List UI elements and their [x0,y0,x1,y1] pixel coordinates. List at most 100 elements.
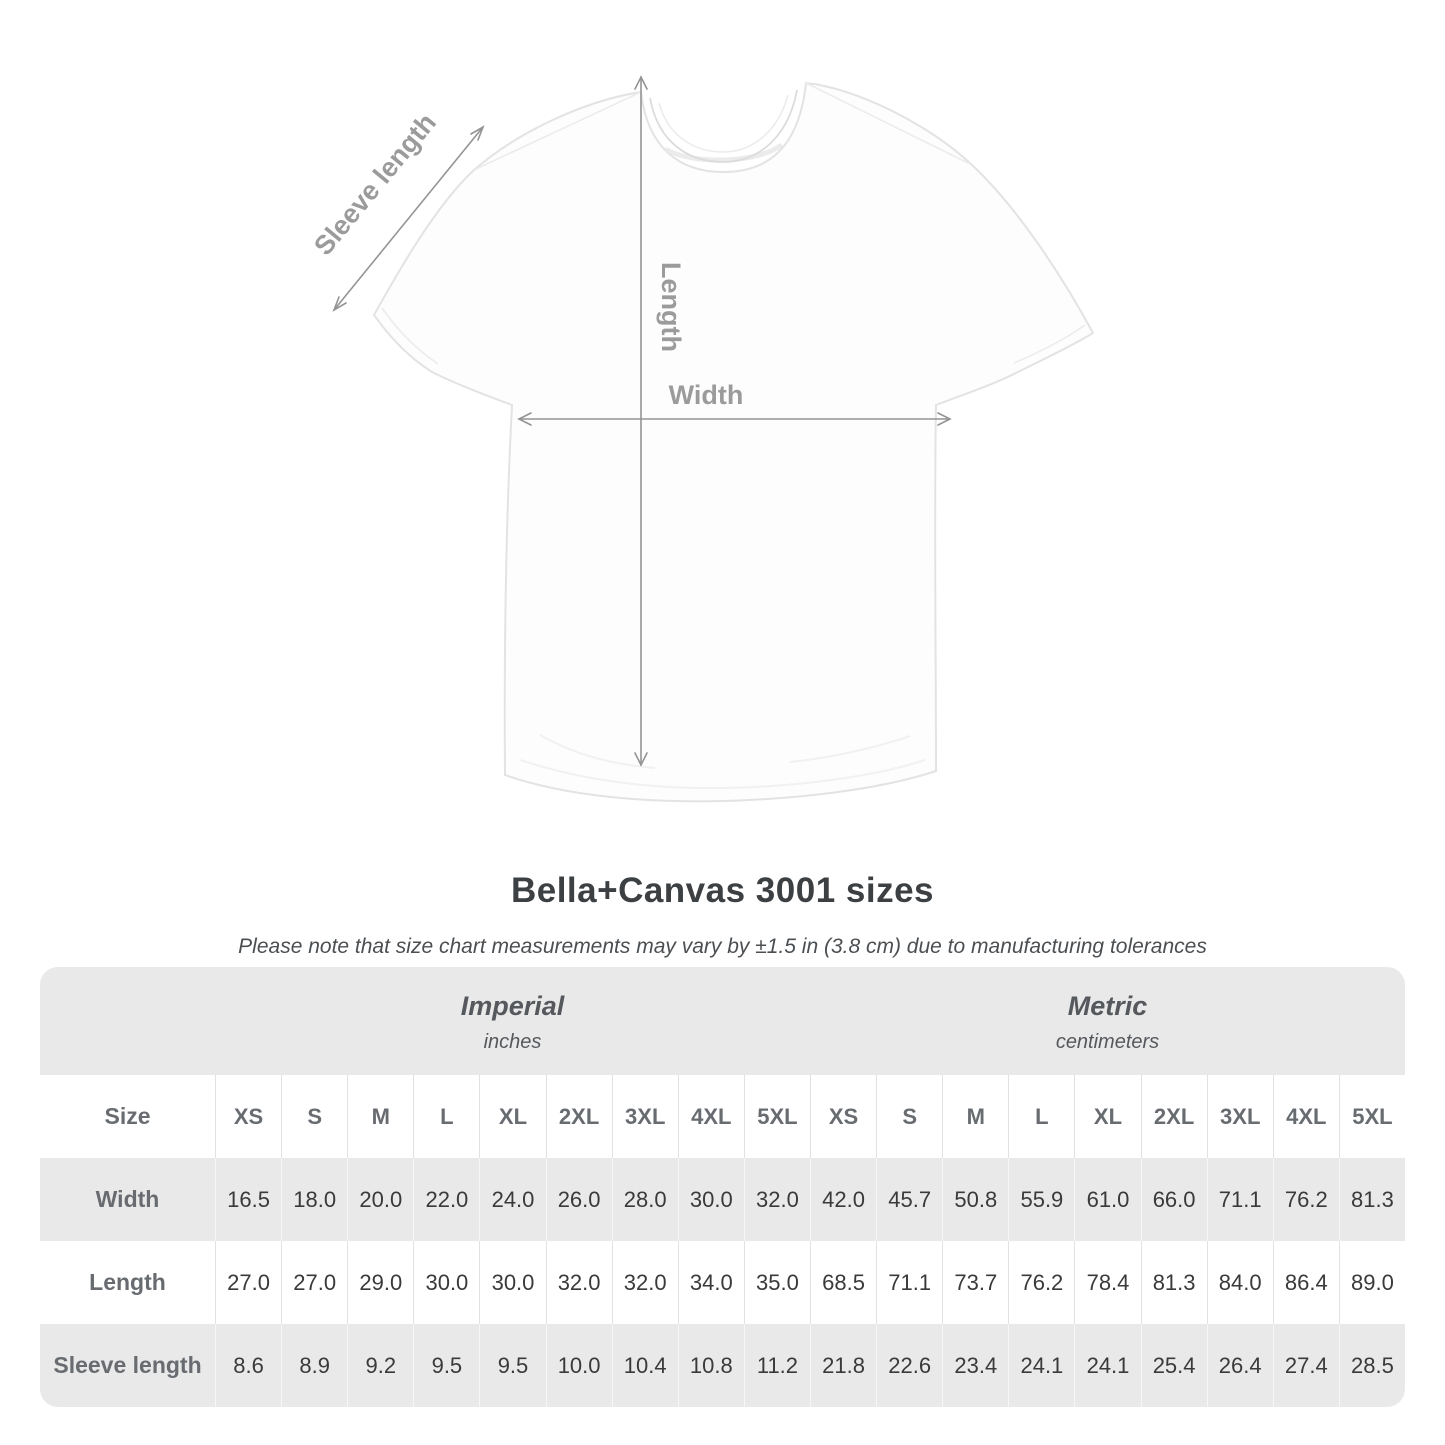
metric-title: Metric [1067,990,1148,1021]
sleeve-value-cell: 8.6 [215,1324,281,1407]
metric-section-header: Metric centimeters [810,967,1405,1075]
width-value-cell: 20.0 [347,1158,413,1241]
sleeve-value-cell: 10.0 [545,1324,612,1407]
width-value-cell: 61.0 [1074,1158,1140,1241]
width-value-cell: 24.0 [479,1158,545,1241]
width-value-cell: 76.2 [1272,1158,1339,1241]
left-shoulder-seam [475,91,642,170]
size-col-header: L [1008,1075,1074,1158]
tolerance-note: Please note that size chart measurements… [238,935,1207,958]
imperial-title: Imperial [460,990,565,1021]
length-value-cell: 68.5 [810,1241,876,1324]
units-header-band: Imperial inches Metric centimeters [40,967,1405,1075]
size-col-header: L [413,1075,479,1158]
sleeve-value-cell: 10.8 [677,1324,744,1407]
hem-fold-right [789,735,911,763]
length-value-cell: 32.0 [545,1241,612,1324]
width-value-cell: 71.1 [1206,1158,1273,1241]
length-value-cell: 78.4 [1074,1241,1140,1324]
sleeve-value-cell: 26.4 [1206,1324,1273,1407]
length-row: Length 27.0 27.0 29.0 30.0 30.0 32.0 32.0 34.0 3… [40,1241,1405,1324]
sleeve-value-cell: 9.5 [413,1324,479,1407]
width-value-cell: 42.0 [810,1158,876,1241]
size-col-header: 2XL [545,1075,612,1158]
size-col-header: M [942,1075,1008,1158]
sleeve-value-cell: 24.1 [1008,1324,1074,1407]
width-row: Width 16.5 18.0 20.0 22.0 24.0 26.0 28.0 30.0 32… [40,1158,1405,1241]
length-value-cell: 29.0 [347,1241,413,1324]
sleeve-value-cell: 21.8 [810,1324,876,1407]
width-value-cell: 45.7 [876,1158,942,1241]
length-value-cell: 86.4 [1272,1241,1339,1324]
size-col-header: 5XL [1338,1075,1405,1158]
sleeve-value-cell: 27.4 [1272,1324,1339,1407]
sleeve-value-cell: 11.2 [743,1324,810,1407]
length-value-cell: 84.0 [1206,1241,1273,1324]
length-value-cell: 32.0 [611,1241,678,1324]
length-value-cell: 81.3 [1140,1241,1207,1324]
width-row-label: Width [95,1186,160,1212]
hem-fold-left [539,734,656,769]
length-value-cell: 89.0 [1338,1241,1405,1324]
tshirt-body [372,81,1095,803]
left-cuff-seam [381,307,439,365]
sleeve-row-label: Sleeve length [53,1352,202,1378]
length-value-cell: 27.0 [215,1241,281,1324]
width-value-cell: 26.0 [545,1158,612,1241]
size-col-header: 2XL [1140,1075,1207,1158]
size-col-header: XS [215,1075,281,1158]
width-value-cell: 18.0 [281,1158,347,1241]
right-shoulder-seam [805,82,971,165]
size-col-header: 5XL [743,1075,810,1158]
metric-unit: centimeters [1055,1030,1160,1053]
tshirt-measurement-diagram: Sleeve length Length Width [308,75,1095,803]
length-value-cell: 35.0 [743,1241,810,1324]
size-col-header: S [281,1075,347,1158]
length-value-cell: 76.2 [1008,1241,1074,1324]
width-value-cell: 81.3 [1338,1158,1405,1241]
width-value-cell: 16.5 [215,1158,281,1241]
length-row-label: Length [89,1269,166,1295]
size-col-header: XL [1074,1075,1140,1158]
size-col-header: 3XL [1206,1075,1273,1158]
size-col-header: 4XL [1272,1075,1339,1158]
width-value-cell: 30.0 [677,1158,744,1241]
length-arrow [634,75,648,767]
length-value-cell: 30.0 [479,1241,545,1324]
size-col-header: 3XL [611,1075,678,1158]
size-col-header: M [347,1075,413,1158]
length-value-cell: 34.0 [677,1241,744,1324]
sleeve-length-row: Sleeve length 8.6 8.9 9.2 9.5 9.5 10.0 10.4 10.… [40,1324,1405,1407]
size-col-header: XS [810,1075,876,1158]
size-col-header: S [876,1075,942,1158]
size-row-label: Size [104,1103,151,1129]
length-label: Length [656,262,686,352]
size-chart-table: Imperial inches Metric centimeters Size … [40,967,1405,1407]
page-title: Bella+Canvas 3001 sizes [510,871,935,911]
collar-seam [649,89,798,163]
tshirt-graphic: Sleeve length Length Width [308,75,1095,803]
width-value-cell: 66.0 [1140,1158,1207,1241]
width-value-cell: 32.0 [743,1158,810,1241]
width-value-cell: 28.0 [611,1158,678,1241]
collar-rib-line [658,94,789,153]
length-value-cell: 73.7 [942,1241,1008,1324]
width-value-cell: 22.0 [413,1158,479,1241]
sleeve-value-cell: 28.5 [1338,1324,1405,1407]
sleeve-length-arrow [332,125,485,312]
sleeve-value-cell: 8.9 [281,1324,347,1407]
sleeve-value-cell: 9.5 [479,1324,545,1407]
sleeve-value-cell: 23.4 [942,1324,1008,1407]
width-value-cell: 55.9 [1008,1158,1074,1241]
hem-edge-line [519,759,926,790]
width-label: Width [669,380,744,410]
size-col-header: XL [479,1075,545,1158]
sleeve-value-cell: 10.4 [611,1324,678,1407]
sleeve-value-cell: 25.4 [1140,1324,1207,1407]
imperial-section-header: Imperial inches [215,967,810,1075]
sleeve-value-cell: 24.1 [1074,1324,1140,1407]
right-cuff-seam [1013,324,1086,364]
sleeve-value-cell: 22.6 [876,1324,942,1407]
size-header-row: Size XS S M L XL 2XL 3XL 4XL 5XL XS S M L XL 2XL 3XL 4XL… [40,1075,1405,1158]
length-value-cell: 71.1 [876,1241,942,1324]
